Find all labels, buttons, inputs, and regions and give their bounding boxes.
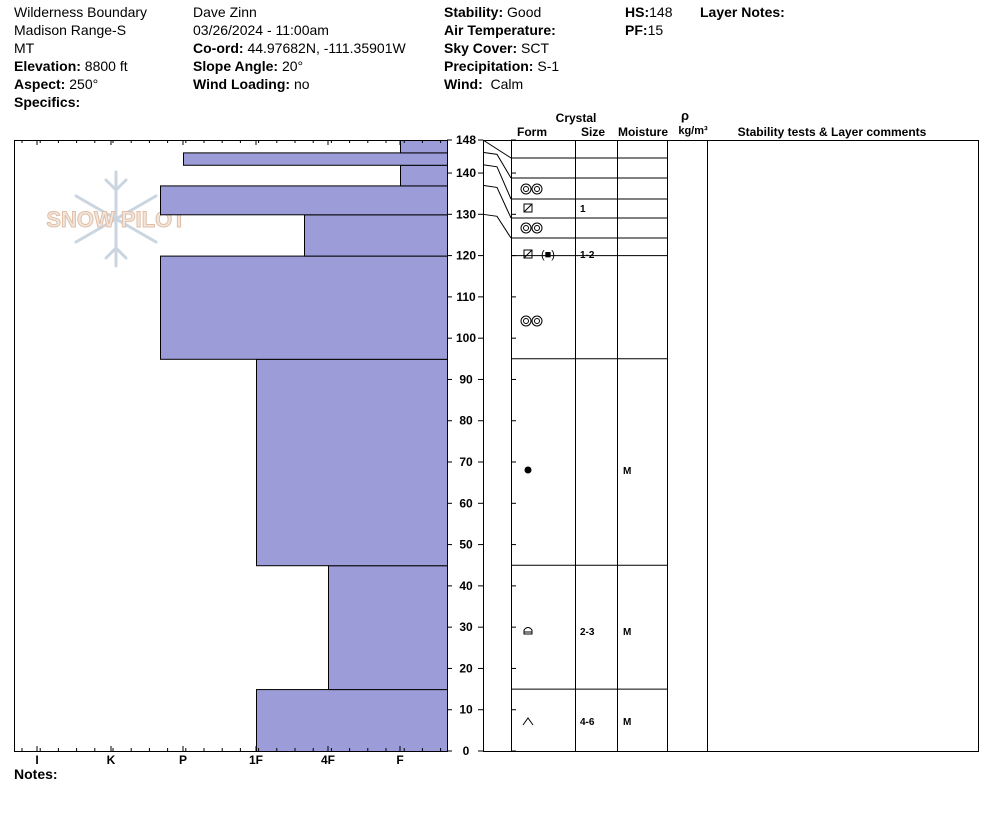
elevation-field: Elevation: 8800 ft xyxy=(14,58,128,74)
depth-label-140: 140 xyxy=(456,166,476,180)
location-line-3: MT xyxy=(14,40,35,56)
depth-label-90: 90 xyxy=(459,372,473,386)
connector-line-0 xyxy=(482,151,512,179)
stability-field: Stability: Good xyxy=(444,4,542,20)
crystal-size-1: 1 xyxy=(580,204,586,215)
wind-loading-field: Wind Loading: no xyxy=(193,76,310,92)
depth-label-148: 148 xyxy=(456,133,476,147)
depth-hoar-icon xyxy=(522,717,534,726)
coord-field: Co-ord: 44.97682N, -111.35901W xyxy=(193,40,406,56)
hardness-label-I: I xyxy=(35,753,38,767)
hardness-bar-0 xyxy=(256,689,448,753)
moisture-header: Moisture xyxy=(618,125,668,139)
specifics-field: Specifics: xyxy=(14,94,81,110)
faceted-icon xyxy=(523,203,533,213)
wind-field: Wind: Calm xyxy=(444,76,524,92)
depth-label-60: 60 xyxy=(459,496,473,510)
hardness-axis: I K P 1F 4F F xyxy=(21,140,442,767)
crystal-size-6: 2-3 xyxy=(580,627,595,638)
connector-line-3 xyxy=(482,213,512,239)
hardness-bar-5 xyxy=(160,185,448,216)
connector-line-2 xyxy=(482,184,512,219)
depth-label-50: 50 xyxy=(459,538,473,552)
depth-label-80: 80 xyxy=(459,414,473,428)
observation-datetime: 03/26/2024 - 11:00am xyxy=(193,22,329,38)
depth-label-120: 120 xyxy=(456,249,476,263)
snowflake-icon xyxy=(74,170,158,268)
form-header: Form xyxy=(517,125,547,139)
hardness-label-4F: 4F xyxy=(321,753,335,767)
depth-label-130: 130 xyxy=(456,207,476,221)
depth-label-40: 40 xyxy=(459,579,473,593)
crystal-size-7: 4-6 xyxy=(580,717,595,728)
hardness-label-K: K xyxy=(107,753,116,767)
depth-label-20: 20 xyxy=(459,661,473,675)
notes-field: Notes: xyxy=(14,766,58,782)
melt-form-icon xyxy=(524,466,532,474)
aspect-field: Aspect: 250° xyxy=(14,76,99,92)
depth-label-30: 30 xyxy=(459,620,473,634)
density-unit: kg/m³ xyxy=(678,125,708,137)
hardness-bar-4 xyxy=(304,214,448,257)
precipitation-field: Precipitation: S-1 xyxy=(444,58,560,74)
svg-text:(■): (■) xyxy=(541,249,555,261)
layer-connectors xyxy=(482,139,512,239)
size-header: Size xyxy=(581,125,605,139)
hs-field: HS:148 xyxy=(625,4,673,20)
depth-label-10: 10 xyxy=(459,703,473,717)
hardness-bar-6 xyxy=(400,164,448,187)
observation-info: Dave Zinn 03/26/2024 - 11:00am Co-ord: 4… xyxy=(193,3,406,93)
moisture-5: M xyxy=(623,466,631,477)
air-temp-field: Air Temperature: xyxy=(444,22,556,38)
hardness-label-1F: 1F xyxy=(249,753,263,767)
precip-particle-icon xyxy=(520,222,543,234)
depth-label-0: 0 xyxy=(463,744,470,758)
connector-line-top xyxy=(482,139,512,159)
faceted-mixed-icon: (■) xyxy=(523,249,555,261)
depth-hoar-rounding-icon xyxy=(523,627,533,635)
sky-cover-field: Sky Cover: SCT xyxy=(444,40,550,56)
observer-name: Dave Zinn xyxy=(193,4,257,20)
density-symbol: ρ xyxy=(681,108,689,123)
depth-label-110: 110 xyxy=(456,290,476,304)
pf-field: PF:15 xyxy=(625,22,664,38)
hardness-bar-7 xyxy=(183,152,448,166)
crystal-size-3: 1-2 xyxy=(580,250,595,261)
hardness-bar-3 xyxy=(160,255,448,360)
weather-info: Stability: Good Air Temperature: Sky Cov… xyxy=(444,3,559,93)
hardness-bar-2 xyxy=(256,358,448,567)
depth-label-100: 100 xyxy=(456,331,476,345)
moisture-6: M xyxy=(623,627,631,638)
depth-axis: 0 10 20 30 40 50 60 70 80 90 100 110 120 130 140 148 xyxy=(447,133,516,758)
layer-notes-field: Layer Notes: xyxy=(700,4,785,20)
precip-particle-icon xyxy=(520,183,543,195)
moisture-7: M xyxy=(623,717,631,728)
location-info: Wilderness Boundary Madison Range-S MT E… xyxy=(14,3,147,111)
depth-label-70: 70 xyxy=(459,455,473,469)
connector-line-1 xyxy=(482,164,512,200)
precip-particle-icon xyxy=(520,315,543,327)
hardness-bars xyxy=(160,140,448,753)
hardness-label-P: P xyxy=(179,753,187,767)
layer-table-frame xyxy=(483,140,979,752)
snowpack-summary: HS:148 PF:15 xyxy=(625,3,672,39)
location-line-2: Madison Range-S xyxy=(14,22,127,38)
location-line-1: Wilderness Boundary xyxy=(14,4,148,20)
slope-angle-field: Slope Angle: 20° xyxy=(193,58,304,74)
hardness-label-F: F xyxy=(396,753,403,767)
hardness-bar-8 xyxy=(400,140,448,154)
stability-header: Stability tests & Layer comments xyxy=(738,125,927,139)
crystal-header: Crystal xyxy=(556,111,597,125)
hardness-bar-1 xyxy=(328,565,448,691)
layer-table-rows: 1 (■) 1-2 M 2-3 M 4-6 M xyxy=(511,157,667,728)
